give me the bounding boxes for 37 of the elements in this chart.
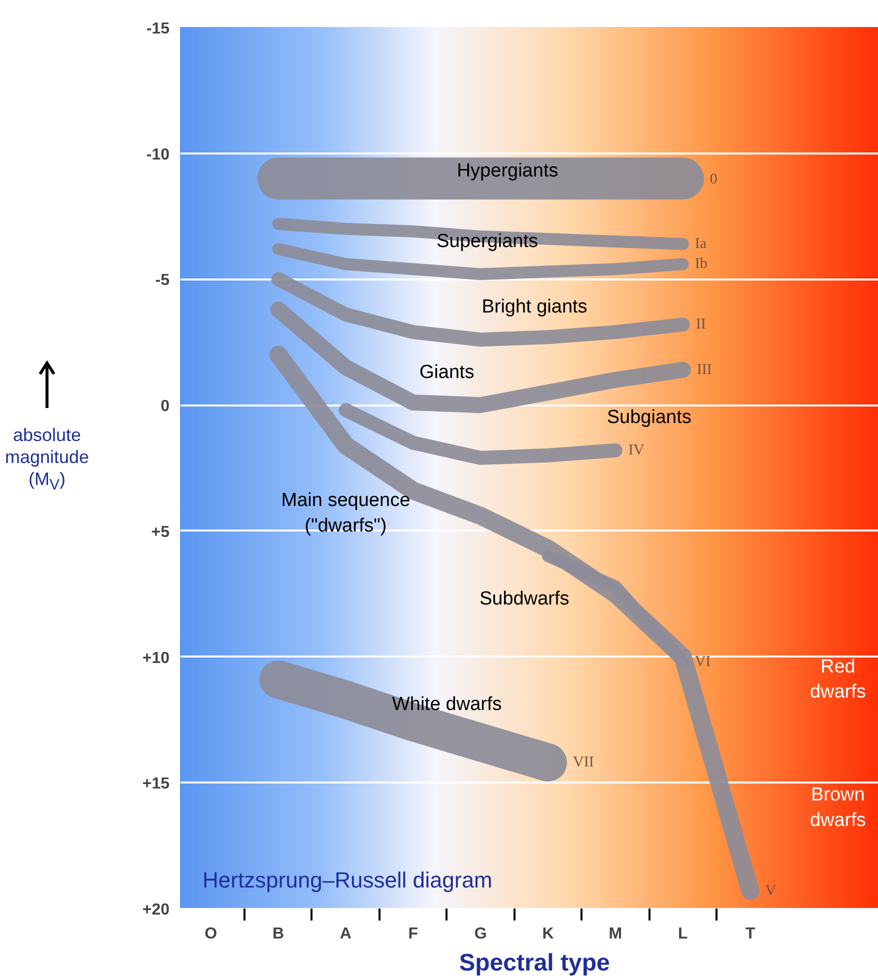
annotation: Subgiants xyxy=(606,407,692,428)
annotation: Supergiants xyxy=(436,230,538,252)
y-axis-title: absolute magnitude (M$_{V}$) xyxy=(5,424,90,496)
series-label: VI xyxy=(694,654,711,670)
annotation: Main sequence ("dwarfs") xyxy=(281,490,410,536)
x-tick-label: K xyxy=(542,926,554,942)
x-tick-label: B xyxy=(272,926,284,942)
y-tick-label: +15 xyxy=(142,776,170,793)
text: Brown dwarfs xyxy=(810,784,866,831)
series-label: VII xyxy=(572,754,594,771)
x-tick-label: G xyxy=(474,926,487,942)
annotation: Giants xyxy=(419,362,474,383)
y-tick-label: -15 xyxy=(146,20,170,38)
y-tick-label: -10 xyxy=(146,146,170,164)
text: Red dwarfs xyxy=(810,656,866,703)
annotation: Bright giants xyxy=(482,296,588,318)
x-tick-label: M xyxy=(608,926,622,942)
y-tick-label: -5 xyxy=(155,272,170,290)
y-tick-label: +10 xyxy=(142,650,170,667)
x-tick-label: A xyxy=(340,926,352,942)
series-label: Ia xyxy=(694,236,707,252)
series-label: IV xyxy=(628,442,644,458)
x-tick-label: O xyxy=(204,926,218,942)
x-tick-label: L xyxy=(678,926,688,942)
x-tick-label: F xyxy=(408,926,418,942)
series-label: V xyxy=(765,882,776,899)
series-label: III xyxy=(696,362,712,378)
series-label: II xyxy=(696,316,706,333)
annotation: Subdwarfs xyxy=(480,588,570,610)
series-label: 0 xyxy=(710,172,718,188)
x-axis-title: Spectral type xyxy=(459,950,610,976)
annotation: Hypergiants xyxy=(456,160,558,182)
y-tick-label: 0 xyxy=(160,398,170,416)
y-tick-label: +20 xyxy=(142,902,170,918)
x-tick-label: T xyxy=(745,926,756,942)
series-label: Ib xyxy=(694,256,708,272)
y-tick-label: +5 xyxy=(151,524,170,541)
